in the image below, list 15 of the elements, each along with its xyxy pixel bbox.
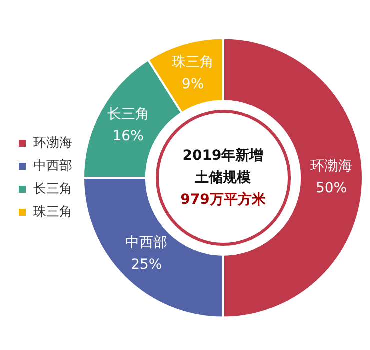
legend-label: 珠三角 — [34, 204, 72, 220]
data-label: 9% — [182, 76, 204, 93]
data-label: 25% — [131, 257, 162, 274]
slice-label: 环渤海 — [310, 158, 353, 175]
slice-label: 中西部 — [126, 235, 168, 252]
data-label: 50% — [316, 180, 348, 197]
text: 2019年新增 — [182, 146, 265, 166]
slice-label: 长三角 — [107, 106, 150, 122]
text: 土储规模 — [194, 169, 252, 188]
legend-label: 长三角 — [34, 182, 72, 197]
legend-label: 中西部 — [34, 158, 72, 174]
text: 979万平方米 — [180, 190, 267, 210]
legend-label: 环渤海 — [34, 136, 72, 151]
slice-label: 珠三角 — [172, 54, 214, 71]
data-label: 16% — [112, 128, 144, 144]
